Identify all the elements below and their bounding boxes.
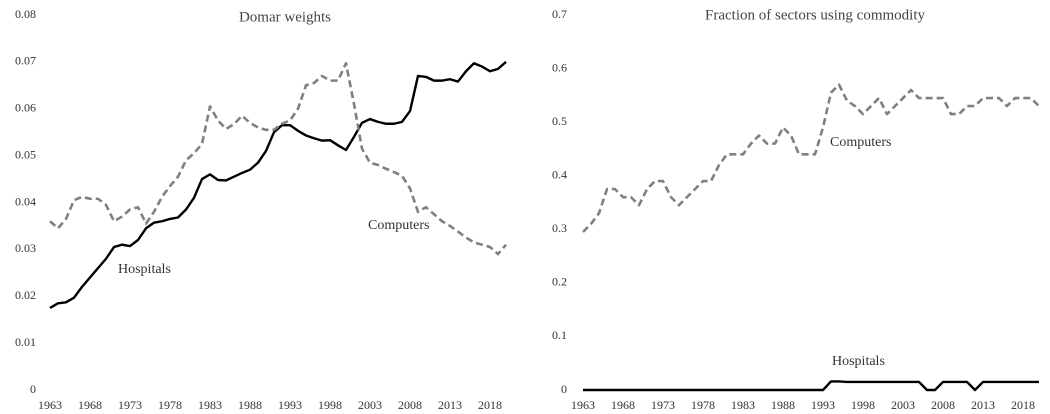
x-tick-label: 1993 [278,398,302,412]
x-tick-label: 1978 [691,398,715,412]
y-tick-label: 0 [561,382,567,396]
y-tick-label: 0.2 [552,275,567,289]
x-tick-label: 2008 [931,398,955,412]
y-tick-label: 0.08 [15,7,36,21]
x-tick-label: 1963 [38,398,62,412]
chart-title: Fraction of sectors using commodity [705,7,925,23]
series-label: Computers [830,135,891,150]
x-tick-label: 1983 [198,398,222,412]
y-tick-label: 0.6 [552,60,567,74]
x-tick-label: 1993 [811,398,835,412]
y-tick-label: 0.3 [552,221,567,235]
x-tick-label: 2018 [478,398,502,412]
x-tick-label: 1973 [118,398,142,412]
x-tick-label: 2013 [971,398,995,412]
y-tick-label: 0.5 [552,114,567,128]
series-label: Hospitals [118,262,171,277]
series-line [582,83,1040,233]
y-tick-label: 0.01 [15,335,36,349]
series-label: Computers [368,218,429,233]
x-tick-label: 1973 [651,398,675,412]
x-tick-label: 1983 [731,398,755,412]
y-tick-label: 0.06 [15,101,36,115]
x-tick-label: 2003 [891,398,915,412]
y-tick-label: 0.1 [552,328,567,342]
y-tick-label: 0.02 [15,288,36,302]
x-tick-label: 1988 [771,398,795,412]
x-tick-label: 1978 [158,398,182,412]
x-tick-label: 2003 [358,398,382,412]
series-line [49,60,507,310]
x-tick-label: 1968 [78,398,102,412]
y-tick-label: 0.04 [15,194,36,208]
x-tick-label: 1998 [851,398,875,412]
x-tick-label: 1963 [571,398,595,412]
x-tick-label: 2013 [438,398,462,412]
y-tick-label: 0.07 [15,54,36,68]
y-tick-label: 0.4 [552,167,567,181]
series-line [583,380,1039,392]
x-tick-label: 2008 [398,398,422,412]
x-tick-label: 1988 [238,398,262,412]
y-tick-label: 0.03 [15,241,36,255]
y-tick-label: 0.05 [15,147,36,161]
y-tick-label: 0 [30,382,36,396]
x-tick-label: 1998 [318,398,342,412]
x-tick-label: 1968 [611,398,635,412]
x-tick-label: 2018 [1011,398,1035,412]
y-tick-label: 0.7 [552,7,567,21]
series-line [49,61,507,256]
series-label: Hospitals [832,354,885,369]
chart-title: Domar weights [239,9,331,25]
